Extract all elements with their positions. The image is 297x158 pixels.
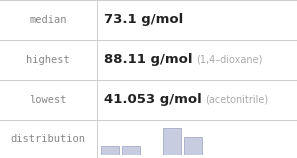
Bar (163, 128, 181, 155)
Text: (1,4–dioxane): (1,4–dioxane) (196, 55, 263, 65)
Text: median: median (29, 15, 67, 25)
Text: 73.1 g/mol: 73.1 g/mol (104, 13, 183, 27)
Bar (122, 146, 140, 155)
Text: 41.053 g/mol: 41.053 g/mol (104, 93, 201, 106)
Bar (101, 146, 119, 155)
Text: distribution: distribution (11, 134, 86, 144)
Text: lowest: lowest (29, 95, 67, 105)
Text: (acetonitrile): (acetonitrile) (205, 95, 268, 105)
Text: 88.11 g/mol: 88.11 g/mol (104, 53, 192, 67)
Bar (184, 137, 202, 155)
Text: highest: highest (26, 55, 70, 65)
